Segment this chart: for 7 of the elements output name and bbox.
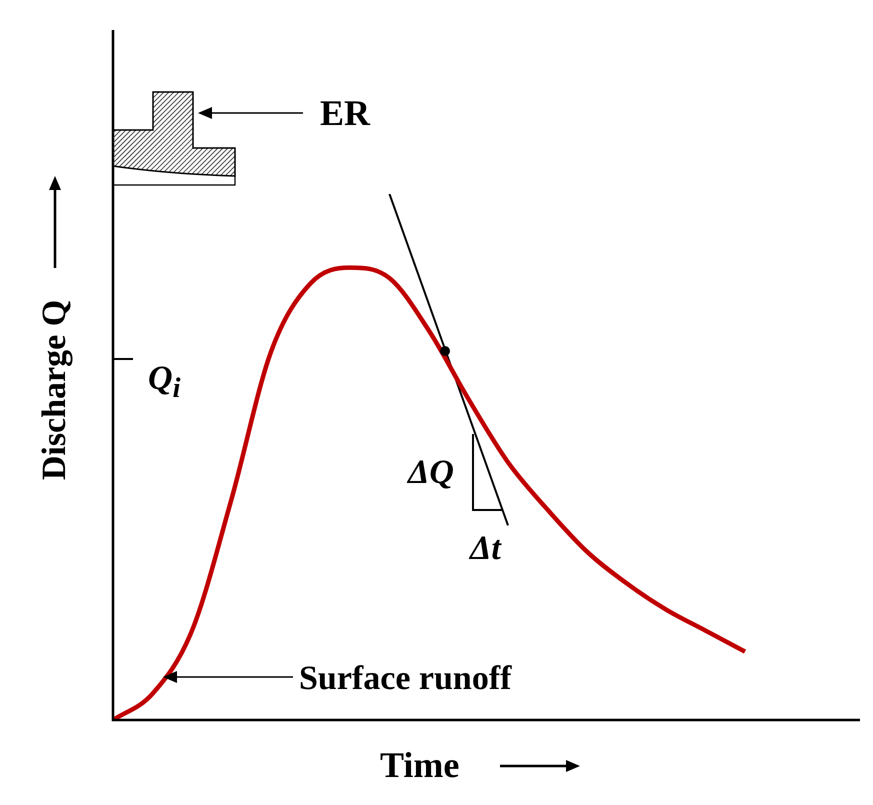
annotation: Δt (470, 530, 501, 568)
annotation: Q$_{i}$ (148, 360, 180, 404)
y-axis-title: Discharge Q (36, 300, 74, 480)
text: ER (320, 93, 370, 134)
x-axis-title: Time (380, 744, 460, 786)
annotation: Surface runoff (299, 660, 512, 698)
annotation: ΔQ (408, 454, 454, 492)
